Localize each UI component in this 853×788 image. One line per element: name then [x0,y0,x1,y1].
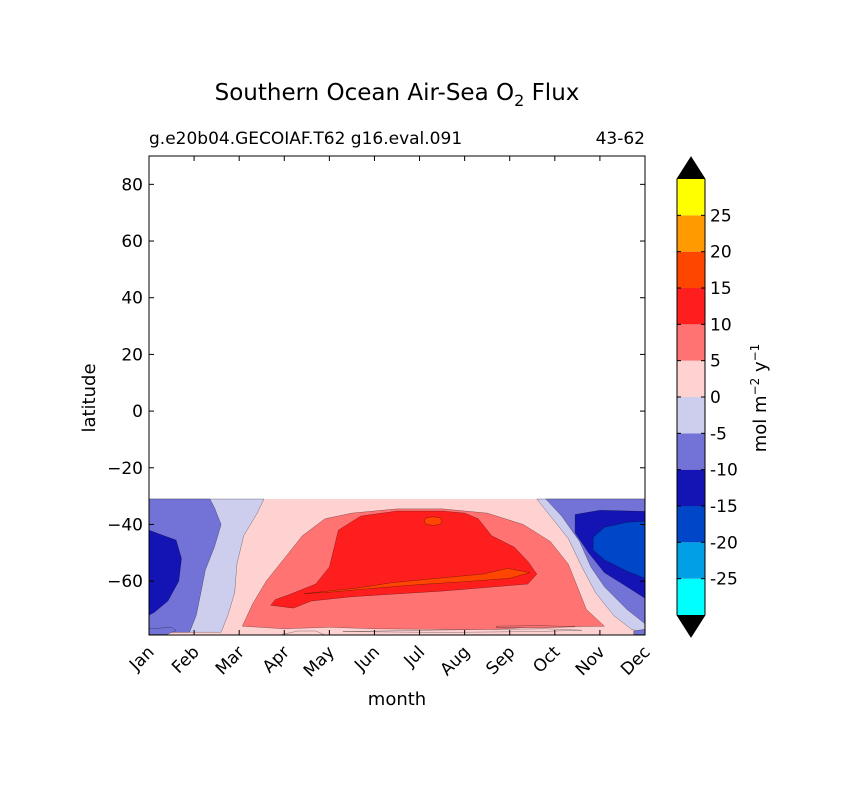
axis-ticks [148,156,646,635]
colorbar-segment [677,179,705,216]
colorbar-segment [677,469,705,506]
colorbar-segment [677,578,705,615]
colorbar-segment [677,215,705,252]
subtitle-right: 43-62 [596,129,645,149]
colorbar-tick-label: 0 [710,388,721,408]
colorbar-segment [677,506,705,543]
chart-title: Southern Ocean Air-Sea O2 Flux [215,80,580,110]
y-tick-label: 60 [121,232,143,252]
colorbar-tick-label: 20 [710,243,732,263]
x-tick-label: Sep [482,642,519,679]
colorbar-label: mol m−2 y−1 [748,344,771,453]
colorbar-segment [677,542,705,579]
contour-region-13 [279,630,325,635]
colorbar-segment [677,251,705,288]
x-tick-label: Oct [529,642,564,677]
plot-area [148,155,646,636]
colorbar-tick-label: 15 [710,279,732,299]
x-tick-label: Apr [259,642,294,677]
colorbar-tick-label: -5 [710,424,727,444]
colorbar-segment [677,288,705,325]
x-tick-labels: Jan Feb Mar Apr May Jun Jul Aug Sep Oct Nov Dec [125,642,654,681]
y-tick-label: −40 [107,515,143,535]
contour-region-11 [149,627,177,635]
y-axis-label: latitude [79,363,100,432]
plot-frame [148,155,646,636]
subtitle-left: g.e20b04.GECOIAF.T62 g16.eval.091 [149,129,462,149]
x-tick-label: Jul [400,642,429,671]
x-tick-label: Aug [437,642,475,680]
colorbar-tick-label: -10 [710,461,738,481]
colorbar-tick-label: -20 [710,533,738,553]
y-tick-label: 0 [132,402,143,422]
colorbar-tick-label: 5 [710,352,721,372]
x-tick-label: Nov [572,642,610,680]
colorbar-outline [676,156,706,638]
contour-region-15 [496,625,576,629]
x-tick-label: Dec [617,642,654,679]
contour-region-2 [304,568,531,594]
colorbar-segment [677,324,705,361]
colorbar-tick-label: -15 [710,497,738,517]
contour-region-3 [423,516,443,526]
y-tick-label: 40 [121,289,143,309]
x-tick-label: Mar [212,642,249,679]
contour-region-1 [270,510,538,609]
contour-field [149,498,645,635]
contour-region-12 [633,629,645,635]
contour-region-14 [342,628,582,633]
y-tick-label: −20 [107,459,143,479]
contour-region-10 [592,520,645,579]
contour-region-8 [149,529,182,616]
colorbar-tick-label: 10 [710,315,732,335]
y-tick-labels: −60 −40 −20 0 20 40 60 80 [107,175,143,592]
y-tick-label: 80 [121,175,143,195]
x-axis-label: month [368,689,426,710]
y-tick-label: −60 [107,572,143,592]
x-tick-label: May [300,642,339,681]
colorbar-segment [677,397,705,434]
colorbar-over-extension [677,157,705,179]
x-tick-label: Feb [168,642,203,677]
colorbar: -25 -20 -15 -10 -5 0 5 10 15 20 25 [676,156,738,638]
x-tick-label: Jan [125,642,158,675]
y-tick-label: 20 [121,345,143,365]
colorbar-under-extension [677,615,705,637]
colorbar-tick-label: 25 [710,206,732,226]
colorbar-segment [677,433,705,470]
x-tick-label: Jun [350,642,384,676]
colorbar-tick-label: -25 [710,570,738,590]
colorbar-segment [677,360,705,397]
